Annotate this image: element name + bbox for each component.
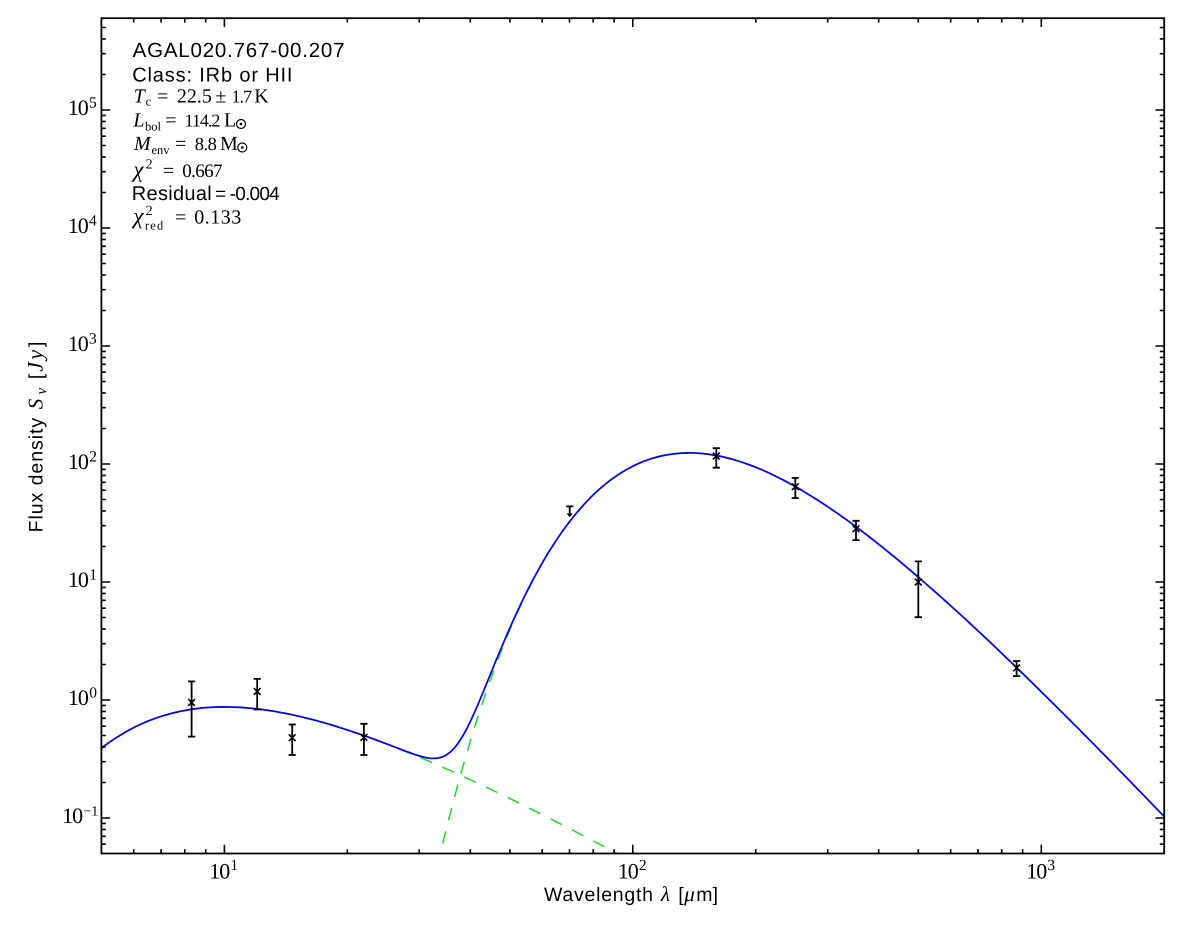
svg-text:=: =: [175, 206, 186, 228]
svg-text:±: ±: [215, 86, 226, 108]
svg-text:bol: bol: [145, 120, 162, 134]
svg-text:AGAL020.767-00.207: AGAL020.767-00.207: [133, 39, 346, 62]
svg-text:10: 10: [68, 449, 89, 474]
svg-text:8.8: 8.8: [195, 135, 217, 155]
svg-text:2: 2: [89, 449, 97, 466]
svg-text:10: 10: [68, 213, 89, 238]
svg-text:Wavelength: Wavelength: [544, 884, 654, 906]
svg-text:[: [: [678, 884, 684, 906]
svg-text:Class: IRb or HII: Class: IRb or HII: [132, 64, 293, 86]
svg-text:χ: χ: [131, 203, 144, 228]
svg-text:1: 1: [230, 857, 238, 874]
svg-text:env: env: [152, 143, 171, 157]
svg-text:χ: χ: [131, 157, 144, 182]
svg-text:Jy: Jy: [22, 347, 47, 371]
svg-text:5: 5: [89, 95, 97, 112]
svg-text:μ: μ: [683, 882, 695, 906]
svg-text:=: =: [175, 133, 186, 155]
svg-text:red: red: [145, 219, 165, 233]
svg-text:10: 10: [1026, 858, 1047, 883]
svg-text:=: =: [165, 109, 176, 131]
svg-text:3: 3: [1047, 857, 1055, 874]
svg-text:T: T: [134, 86, 147, 108]
svg-text:4: 4: [89, 213, 97, 230]
svg-text:]: ]: [25, 342, 47, 347]
svg-text:−1: −1: [83, 805, 98, 820]
svg-text:M: M: [133, 133, 152, 155]
svg-text:10: 10: [68, 95, 89, 120]
svg-text:10: 10: [68, 685, 89, 710]
svg-text:L: L: [132, 109, 144, 131]
svg-text:= -0.004: = -0.004: [215, 184, 280, 205]
svg-text:10: 10: [68, 567, 89, 592]
svg-text:3: 3: [89, 331, 97, 348]
svg-text:2: 2: [639, 857, 647, 874]
svg-text:1.7: 1.7: [232, 87, 253, 107]
svg-text:0.133: 0.133: [194, 206, 242, 228]
svg-text:114.2: 114.2: [185, 110, 220, 130]
svg-text:10: 10: [618, 858, 639, 883]
svg-text:M: M: [220, 133, 238, 155]
svg-text:K: K: [254, 86, 269, 108]
svg-text:10: 10: [68, 331, 89, 356]
svg-text:22.5: 22.5: [177, 86, 212, 108]
svg-text:λ: λ: [660, 882, 670, 906]
svg-text:10: 10: [209, 858, 230, 883]
svg-text:c: c: [146, 95, 152, 109]
svg-text:2: 2: [146, 204, 153, 219]
svg-text:m: m: [696, 884, 712, 906]
svg-text:Residual: Residual: [132, 183, 212, 205]
svg-text:=: =: [157, 86, 168, 108]
svg-text:Flux density: Flux density: [25, 417, 47, 532]
svg-text:0.667: 0.667: [182, 161, 222, 182]
svg-text:=: =: [163, 160, 174, 182]
svg-text:10: 10: [62, 803, 83, 828]
svg-text:[: [: [25, 373, 47, 379]
svg-text:S: S: [23, 398, 47, 409]
svg-text:0: 0: [89, 685, 97, 702]
svg-text:ν: ν: [34, 388, 50, 395]
svg-text:1: 1: [89, 567, 97, 584]
svg-text:L: L: [224, 109, 236, 131]
svg-text:]: ]: [713, 884, 718, 906]
svg-text:2: 2: [146, 158, 153, 173]
